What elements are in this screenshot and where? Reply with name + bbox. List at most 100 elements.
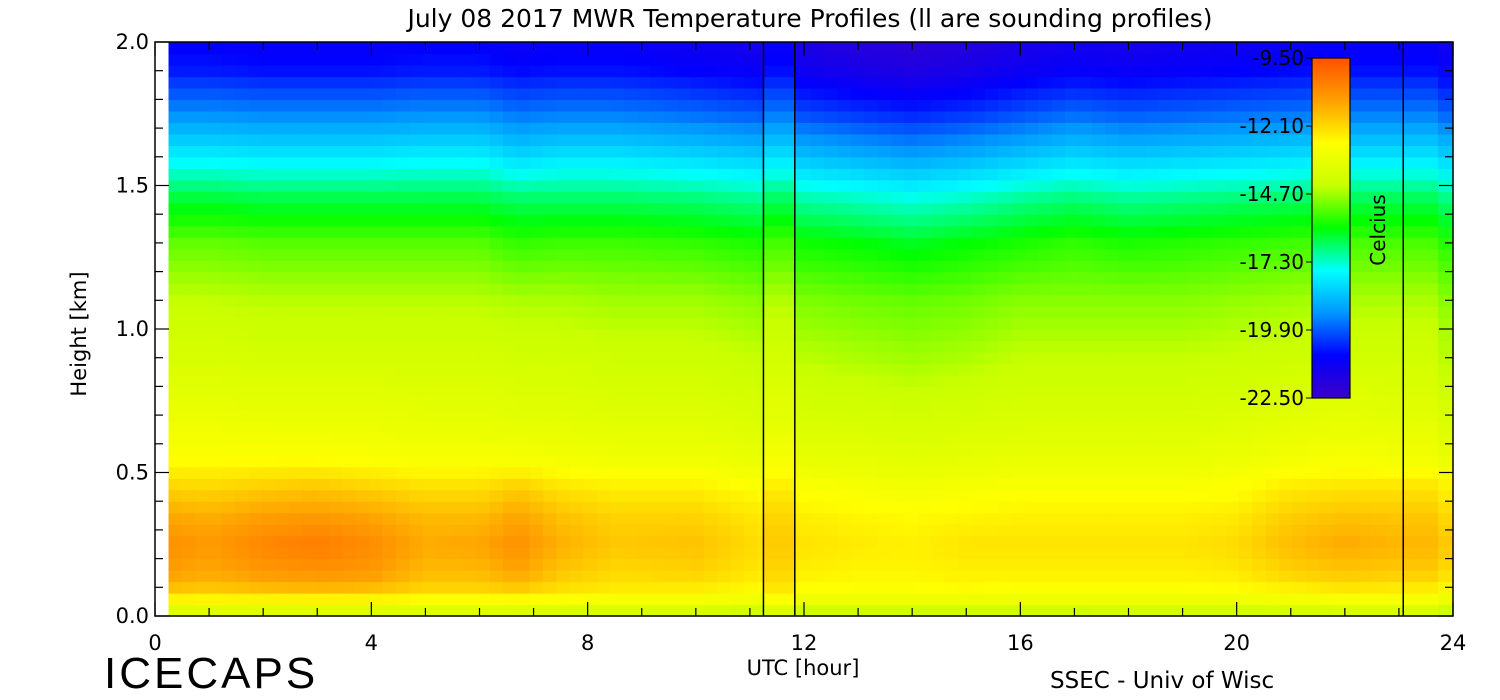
heatmap-cell — [329, 512, 344, 525]
heatmap-cell — [583, 191, 598, 204]
heatmap-cell — [1238, 489, 1253, 502]
heatmap-cell — [516, 76, 531, 89]
heatmap-cell — [1185, 99, 1200, 112]
heatmap-cell — [1386, 306, 1401, 319]
heatmap-cell — [208, 179, 223, 192]
heatmap-cell — [623, 87, 638, 100]
heatmap-cell — [569, 329, 584, 342]
sounding-segment-cell — [763, 53, 795, 66]
heatmap-cell — [877, 53, 892, 66]
heatmap-cell — [449, 168, 464, 181]
heatmap-cell — [342, 340, 357, 353]
heatmap-cell — [529, 99, 544, 112]
heatmap-cell — [1305, 524, 1320, 537]
heatmap-cell — [422, 512, 437, 525]
heatmap-cell — [1064, 363, 1079, 376]
heatmap-cell — [516, 570, 531, 583]
heatmap-cell — [583, 133, 598, 146]
heatmap-cell — [1332, 432, 1347, 445]
heatmap-cell — [195, 87, 210, 100]
heatmap-cell — [1359, 53, 1374, 66]
heatmap-cell — [409, 306, 424, 319]
heatmap-cell — [1292, 351, 1307, 365]
heatmap-cell — [703, 168, 718, 181]
heatmap-cell — [1145, 214, 1160, 227]
heatmap-cell — [569, 593, 584, 606]
heatmap-cell — [516, 271, 531, 284]
heatmap-cell — [984, 524, 999, 537]
heatmap-cell — [181, 501, 196, 514]
heatmap-cell — [449, 87, 464, 100]
heatmap-cell — [476, 547, 491, 560]
heatmap-cell — [810, 283, 825, 296]
heatmap-cell — [409, 122, 424, 135]
heatmap-cell — [810, 466, 825, 479]
heatmap-cell — [636, 179, 651, 192]
heatmap-cell — [275, 535, 290, 548]
heatmap-cell — [1238, 168, 1253, 181]
heatmap-cell — [650, 397, 665, 410]
heatmap-cell — [1212, 64, 1227, 78]
heatmap-cell — [596, 237, 611, 250]
heatmap-cell — [957, 202, 972, 215]
heatmap-cell — [543, 53, 558, 66]
heatmap-cell — [529, 443, 544, 456]
heatmap-cell — [1172, 191, 1186, 204]
heatmap-cell — [1252, 512, 1267, 525]
heatmap-cell — [650, 76, 665, 89]
heatmap-cell — [1372, 547, 1387, 560]
heatmap-cell — [569, 191, 584, 204]
heatmap-cell — [436, 397, 451, 410]
heatmap-cell — [543, 179, 558, 192]
heatmap-cell — [596, 351, 611, 365]
heatmap-cell — [623, 443, 638, 456]
heatmap-cell — [583, 466, 598, 479]
heatmap-cell — [302, 237, 317, 250]
heatmap-cell — [168, 283, 183, 296]
heatmap-cell — [382, 604, 397, 616]
heatmap-cell — [1078, 363, 1093, 376]
heatmap-cell — [476, 122, 491, 135]
heatmap-cell — [329, 76, 344, 89]
heatmap-cell — [1412, 420, 1427, 433]
heatmap-cell — [703, 581, 718, 594]
heatmap-cell — [1145, 202, 1160, 215]
heatmap-cell — [503, 432, 517, 445]
heatmap-cell — [1412, 225, 1427, 238]
heatmap-cell — [1091, 386, 1106, 399]
heatmap-cell — [329, 489, 344, 502]
heatmap-cell — [262, 329, 277, 342]
heatmap-cell — [181, 340, 196, 353]
heatmap-cell — [824, 432, 839, 445]
heatmap-cell — [1011, 581, 1026, 594]
heatmap-cell — [1038, 329, 1053, 342]
heatmap-cell — [369, 294, 384, 307]
heatmap-cell — [1252, 432, 1267, 445]
heatmap-cell — [824, 260, 839, 273]
heatmap-cell — [288, 168, 303, 181]
heatmap-cell — [1158, 99, 1173, 112]
heatmap-cell — [369, 535, 384, 548]
heatmap-cell — [302, 363, 317, 376]
heatmap-cell — [329, 558, 344, 571]
heatmap-cell — [329, 317, 344, 330]
heatmap-cell — [288, 317, 303, 330]
heatmap-cell — [1185, 145, 1200, 158]
heatmap-cell — [1038, 110, 1053, 123]
heatmap-cell — [944, 294, 959, 307]
heatmap-cell — [703, 558, 718, 571]
heatmap-cell — [395, 179, 410, 192]
heatmap-cell — [1024, 248, 1039, 261]
heatmap-cell — [262, 386, 277, 399]
heatmap-cell — [235, 294, 250, 307]
heatmap-cell — [1238, 191, 1253, 204]
heatmap-cell — [543, 329, 558, 342]
heatmap-cell — [1212, 512, 1227, 525]
heatmap-cell — [382, 478, 397, 491]
heatmap-cell — [810, 99, 825, 112]
heatmap-cell — [329, 397, 344, 410]
heatmap-cell — [1131, 133, 1146, 146]
heatmap-cell — [369, 524, 384, 537]
heatmap-cell — [583, 42, 598, 55]
heatmap-cell — [944, 581, 959, 594]
